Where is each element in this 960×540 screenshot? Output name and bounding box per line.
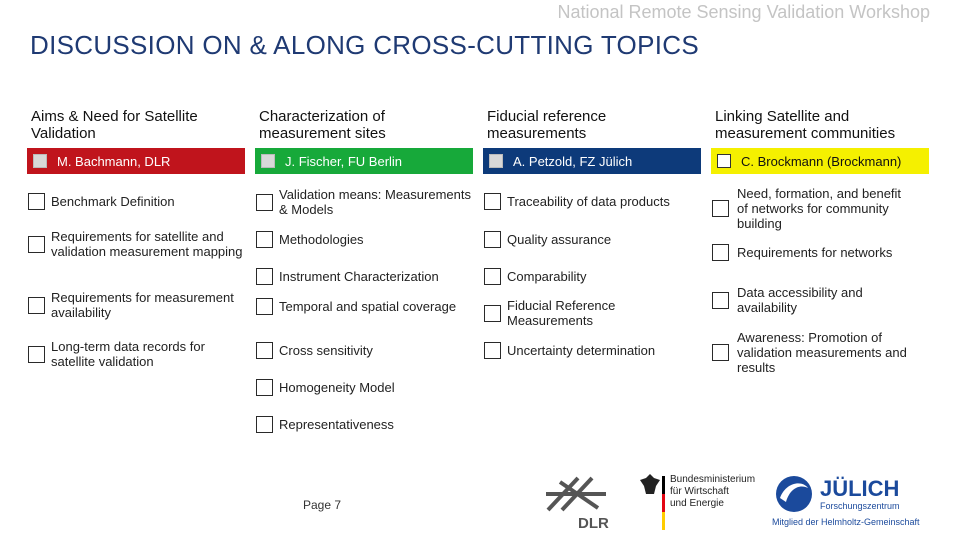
checkbox-icon[interactable] bbox=[256, 416, 273, 433]
ministry-line2: für Wirtschaft bbox=[670, 486, 729, 497]
checkbox-icon[interactable] bbox=[256, 231, 273, 248]
lead-bar-linking: C. Brockmann (Brockmann) bbox=[711, 148, 929, 174]
list-item: Traceability of data products bbox=[484, 193, 699, 210]
list-item: Temporal and spatial coverage bbox=[256, 298, 471, 315]
lead-checkbox bbox=[717, 154, 731, 168]
juelich-swirl-icon bbox=[776, 476, 812, 512]
lead-bar-aims: M. Bachmann, DLR bbox=[27, 148, 245, 174]
column-heading-linking: Linking Satellite and measurement commun… bbox=[715, 108, 896, 142]
checkbox-icon[interactable] bbox=[712, 200, 729, 217]
slide-title: DISCUSSION ON & ALONG CROSS-CUTTING TOPI… bbox=[30, 30, 699, 60]
lead-checkbox bbox=[261, 154, 275, 168]
list-item: Quality assurance bbox=[484, 231, 699, 248]
checkbox-icon[interactable] bbox=[712, 344, 729, 361]
lead-name: C. Brockmann (Brockmann) bbox=[741, 153, 902, 169]
list-item: Instrument Characterization bbox=[256, 268, 471, 285]
dlr-logo-icon: DLR bbox=[546, 476, 609, 532]
dlr-logo: DLR bbox=[540, 470, 620, 532]
list-item: Need, formation, and benefit of networks… bbox=[712, 186, 912, 231]
dlr-logo-text: DLR bbox=[578, 515, 609, 532]
checkbox-icon[interactable] bbox=[256, 342, 273, 359]
lead-bar-sites: J. Fischer, FU Berlin bbox=[255, 148, 473, 174]
list-item: Data accessibility and availability bbox=[712, 285, 912, 315]
column-heading-sites: Characterization of measurement sites bbox=[259, 108, 386, 142]
checkbox-icon[interactable] bbox=[28, 296, 45, 314]
list-item: Requirements for satellite and validatio… bbox=[28, 229, 243, 259]
list-item: Awareness: Promotion of validation measu… bbox=[712, 330, 912, 375]
checkbox-icon[interactable] bbox=[484, 193, 501, 210]
list-item: Homogeneity Model bbox=[256, 379, 471, 396]
checkbox-icon[interactable] bbox=[256, 298, 273, 315]
list-item: Uncertainty determination bbox=[484, 342, 699, 359]
eagle-icon bbox=[640, 474, 665, 530]
list-item: Validation means: Measurements & Models bbox=[256, 187, 471, 217]
lead-name: A. Petzold, FZ Jülich bbox=[513, 153, 633, 169]
juelich-name: JÜLICH bbox=[820, 476, 900, 501]
list-item: Requirements for measurement availabilit… bbox=[28, 290, 243, 320]
list-item: Long-term data records for satellite val… bbox=[28, 339, 243, 369]
list-item: Benchmark Definition bbox=[28, 193, 243, 210]
ministry-line1: Bundesministerium bbox=[670, 474, 756, 485]
checkbox-icon[interactable] bbox=[484, 231, 501, 248]
checkbox-icon[interactable] bbox=[484, 342, 501, 359]
checkbox-icon[interactable] bbox=[712, 244, 729, 261]
lead-checkbox bbox=[489, 154, 503, 168]
column-heading-aims: Aims & Need for Satellite Validation bbox=[31, 108, 198, 142]
checkbox-icon[interactable] bbox=[256, 379, 273, 396]
juelich-logo: JÜLICH Forschungszentrum Mitglied der He… bbox=[772, 472, 942, 532]
lead-checkbox bbox=[33, 154, 47, 168]
checkbox-icon[interactable] bbox=[484, 268, 501, 285]
list-item: Requirements for networks bbox=[712, 244, 912, 261]
column-heading-fiducial: Fiducial reference measurements bbox=[487, 108, 607, 142]
list-item: Comparability bbox=[484, 268, 699, 285]
lead-name: M. Bachmann, DLR bbox=[57, 153, 171, 169]
workshop-header: National Remote Sensing Validation Works… bbox=[557, 2, 930, 22]
checkbox-icon[interactable] bbox=[28, 345, 45, 363]
checkbox-icon[interactable] bbox=[28, 193, 45, 210]
lead-bar-fiducial: A. Petzold, FZ Jülich bbox=[483, 148, 701, 174]
checkbox-icon[interactable] bbox=[256, 268, 273, 285]
list-item: Cross sensitivity bbox=[256, 342, 471, 359]
checkbox-icon[interactable] bbox=[256, 193, 273, 211]
checkbox-icon[interactable] bbox=[28, 235, 45, 253]
helmholtz-text: Mitglied der Helmholtz-Gemeinschaft bbox=[772, 517, 920, 527]
juelich-sub: Forschungszentrum bbox=[820, 501, 900, 511]
list-item: Representativeness bbox=[256, 416, 471, 433]
list-item: Fiducial Reference Measurements bbox=[484, 298, 699, 328]
list-item: Methodologies bbox=[256, 231, 471, 248]
lead-name: J. Fischer, FU Berlin bbox=[285, 153, 403, 169]
checkbox-icon[interactable] bbox=[712, 291, 729, 309]
page-number: Page 7 bbox=[303, 498, 342, 512]
ministry-line3: und Energie bbox=[670, 498, 724, 509]
ministry-logo: Bundesministerium für Wirtschaft und Ene… bbox=[632, 474, 757, 534]
checkbox-icon[interactable] bbox=[484, 304, 501, 322]
